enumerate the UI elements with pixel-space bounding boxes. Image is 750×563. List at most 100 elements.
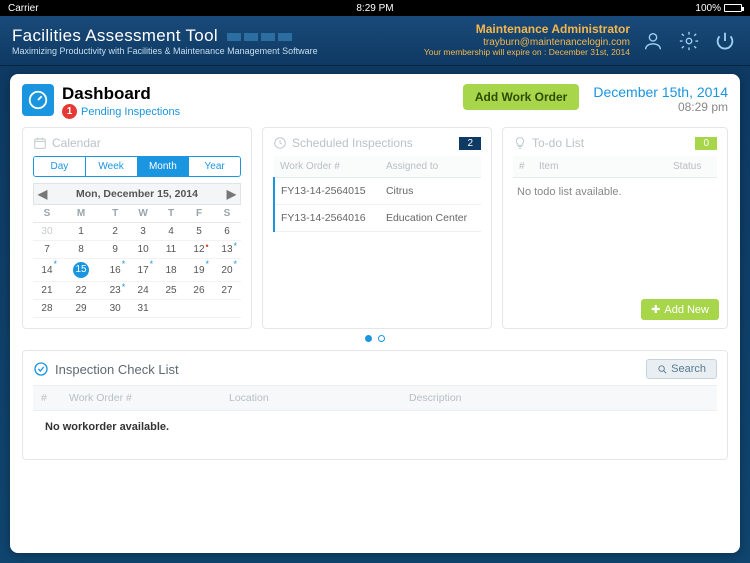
calendar-cell[interactable]: 4 <box>157 223 185 241</box>
calendar-view-segment: Day Week Month Year <box>33 156 241 177</box>
dow-header: T <box>101 205 129 223</box>
calendar-cell[interactable]: 10 <box>129 241 157 259</box>
dow-header: S <box>213 205 241 223</box>
calendar-icon <box>33 136 47 150</box>
calendar-cell[interactable]: 6 <box>213 223 241 241</box>
calendar-cell[interactable]: 29 <box>61 300 101 318</box>
add-new-todo-button[interactable]: ✚ Add New <box>641 299 719 320</box>
view-day-button[interactable]: Day <box>34 157 86 176</box>
inspection-checklist-card: Inspection Check List Search # Work Orde… <box>22 350 728 460</box>
dow-header: T <box>157 205 185 223</box>
search-button[interactable]: Search <box>646 359 717 379</box>
calendar-cell[interactable]: 20 <box>213 259 241 282</box>
scheduled-row[interactable]: FY13-14-2564015Citrus <box>274 178 481 205</box>
calendar-cell[interactable]: 26 <box>185 282 213 300</box>
add-work-order-button[interactable]: Add Work Order <box>463 84 579 110</box>
power-icon[interactable] <box>712 28 738 54</box>
col-chk-desc: Description <box>401 386 717 411</box>
calendar-cell[interactable]: 30 <box>33 223 61 241</box>
calendar-title: Calendar <box>52 136 101 150</box>
view-year-button[interactable]: Year <box>189 157 240 176</box>
calendar-cell[interactable]: 3 <box>129 223 157 241</box>
view-month-button[interactable]: Month <box>138 157 190 176</box>
scheduled-row[interactable]: FY13-14-2564016Education Center <box>274 205 481 232</box>
scheduled-table: Work Order # Assigned to FY13-14-2564015… <box>273 156 481 232</box>
calendar-cell[interactable]: 30 <box>101 300 129 318</box>
dashboard-icon <box>22 84 54 116</box>
calendar-cell[interactable]: 11 <box>157 241 185 259</box>
col-todo-status: Status <box>667 156 717 178</box>
todo-card: To-do List 0 # Item Status No todo list … <box>502 127 728 329</box>
calendar-cell[interactable]: 23 <box>101 282 129 300</box>
cards-pager <box>22 335 728 342</box>
calendar-cell[interactable]: 17 <box>129 259 157 282</box>
calendar-cell[interactable]: 19 <box>185 259 213 282</box>
todo-empty-message: No todo list available. <box>513 178 717 206</box>
app-tagline: Maximizing Productivity with Facilities … <box>12 46 318 56</box>
calendar-cell[interactable]: 12 <box>185 241 213 259</box>
pager-dot-1[interactable] <box>365 335 372 342</box>
calendar-cell[interactable]: 27 <box>213 282 241 300</box>
view-week-button[interactable]: Week <box>86 157 138 176</box>
user-block: Maintenance Administrator trayburn@maint… <box>424 23 630 58</box>
calendar-cell[interactable]: 2 <box>101 223 129 241</box>
calendar-cell[interactable]: 15 <box>61 259 101 282</box>
scheduled-title: Scheduled Inspections <box>292 136 413 150</box>
calendar-cell[interactable]: 7 <box>33 241 61 259</box>
calendar-cell[interactable]: 31 <box>129 300 157 318</box>
device-time: 8:29 PM <box>356 3 393 14</box>
lightbulb-icon <box>513 136 527 150</box>
carrier-label: Carrier <box>8 3 39 14</box>
col-chk-num: # <box>33 386 61 411</box>
user-role: Maintenance Administrator <box>424 23 630 37</box>
pager-dot-2[interactable] <box>378 335 385 342</box>
gear-icon[interactable] <box>676 28 702 54</box>
calendar-cell[interactable]: 28 <box>33 300 61 318</box>
pending-inspections-link[interactable]: 1 Pending Inspections <box>62 104 180 119</box>
search-label: Search <box>671 363 706 375</box>
calendar-cell[interactable]: 22 <box>61 282 101 300</box>
calendar-cell[interactable]: 14 <box>33 259 61 282</box>
calendar-card: Calendar Day Week Month Year ◀ Mon, Dece… <box>22 127 252 329</box>
calendar-cell[interactable]: 5 <box>185 223 213 241</box>
decor-tiles <box>227 33 292 41</box>
col-todo-num: # <box>513 156 533 178</box>
user-icon[interactable] <box>640 28 666 54</box>
calendar-cell[interactable]: 9 <box>101 241 129 259</box>
checklist-icon <box>33 361 49 377</box>
app-surface: Dashboard 1 Pending Inspections Add Work… <box>0 66 750 563</box>
calendar-cell[interactable]: 8 <box>61 241 101 259</box>
dow-header: M <box>61 205 101 223</box>
col-chk-loc: Location <box>221 386 401 411</box>
col-assigned-to: Assigned to <box>380 156 481 178</box>
main-panel: Dashboard 1 Pending Inspections Add Work… <box>10 74 740 553</box>
dow-header: F <box>185 205 213 223</box>
add-new-label: Add New <box>664 304 709 316</box>
calendar-cell[interactable]: 21 <box>33 282 61 300</box>
calendar-cell[interactable]: 16 <box>101 259 129 282</box>
calendar-cell[interactable]: 24 <box>129 282 157 300</box>
next-month-button[interactable]: ▶ <box>227 187 236 201</box>
calendar-cell[interactable]: 25 <box>157 282 185 300</box>
prev-month-button[interactable]: ◀ <box>38 187 47 201</box>
todo-title: To-do List <box>532 136 584 150</box>
calendar-cell[interactable]: 1 <box>61 223 101 241</box>
scheduled-count-badge: 2 <box>459 137 481 150</box>
device-statusbar: Carrier 8:29 PM 100% <box>0 0 750 16</box>
battery-label: 100% <box>695 3 721 14</box>
checklist-table: # Work Order # Location Description <box>33 385 717 411</box>
dow-header: W <box>129 205 157 223</box>
calendar-cell[interactable]: 13 <box>213 241 241 259</box>
pending-count-badge: 1 <box>62 104 77 119</box>
calendar-grid: SMTWTFS 30123456789101112131415161718192… <box>33 205 241 318</box>
calendar-cell[interactable] <box>213 300 241 318</box>
current-time: 08:29 pm <box>593 100 728 114</box>
col-chk-wo: Work Order # <box>61 386 221 411</box>
calendar-cell[interactable] <box>185 300 213 318</box>
col-todo-item: Item <box>533 156 667 178</box>
todo-table: # Item Status <box>513 156 717 178</box>
todo-count-badge: 0 <box>695 137 717 150</box>
calendar-cell[interactable] <box>157 300 185 318</box>
calendar-cell[interactable]: 18 <box>157 259 185 282</box>
checklist-empty-message: No workorder available. <box>33 411 717 443</box>
